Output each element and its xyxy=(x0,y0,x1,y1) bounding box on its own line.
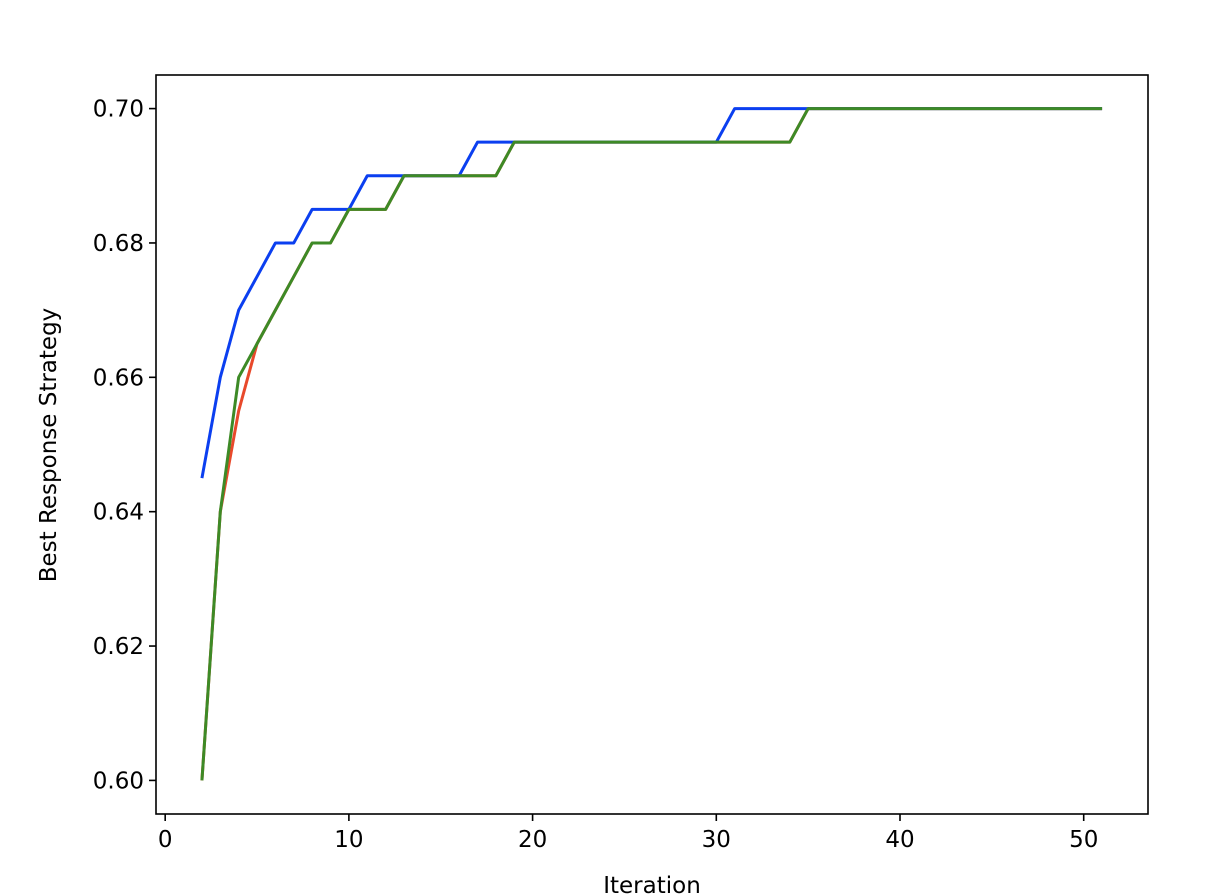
plot-area-frame xyxy=(155,74,1149,815)
y-tick-label: 0.70 xyxy=(93,97,144,123)
y-tick-label: 0.64 xyxy=(93,500,144,526)
y-tick-label: 0.66 xyxy=(93,365,144,391)
x-axis-title: Iteration xyxy=(603,873,701,896)
x-tick-label: 50 xyxy=(1069,827,1098,853)
x-tick-label: 40 xyxy=(885,827,914,853)
x-tick-label: 0 xyxy=(158,827,173,853)
y-axis: 0.60 0.62 0.64 0.66 0.68 0.70 xyxy=(93,97,156,794)
y-tick-label: 0.62 xyxy=(93,634,144,660)
x-tick-label: 10 xyxy=(334,827,363,853)
y-tick-label: 0.60 xyxy=(93,768,144,794)
y-axis-title: Best Response Strategy xyxy=(36,308,62,583)
series-line-3 xyxy=(200,107,1103,781)
series-layer xyxy=(200,107,1103,781)
x-axis: 0 10 20 30 40 50 xyxy=(158,814,1098,853)
y-tick-label: 0.68 xyxy=(93,231,144,257)
x-tick-label: 20 xyxy=(518,827,547,853)
x-tick-label: 30 xyxy=(702,827,731,853)
